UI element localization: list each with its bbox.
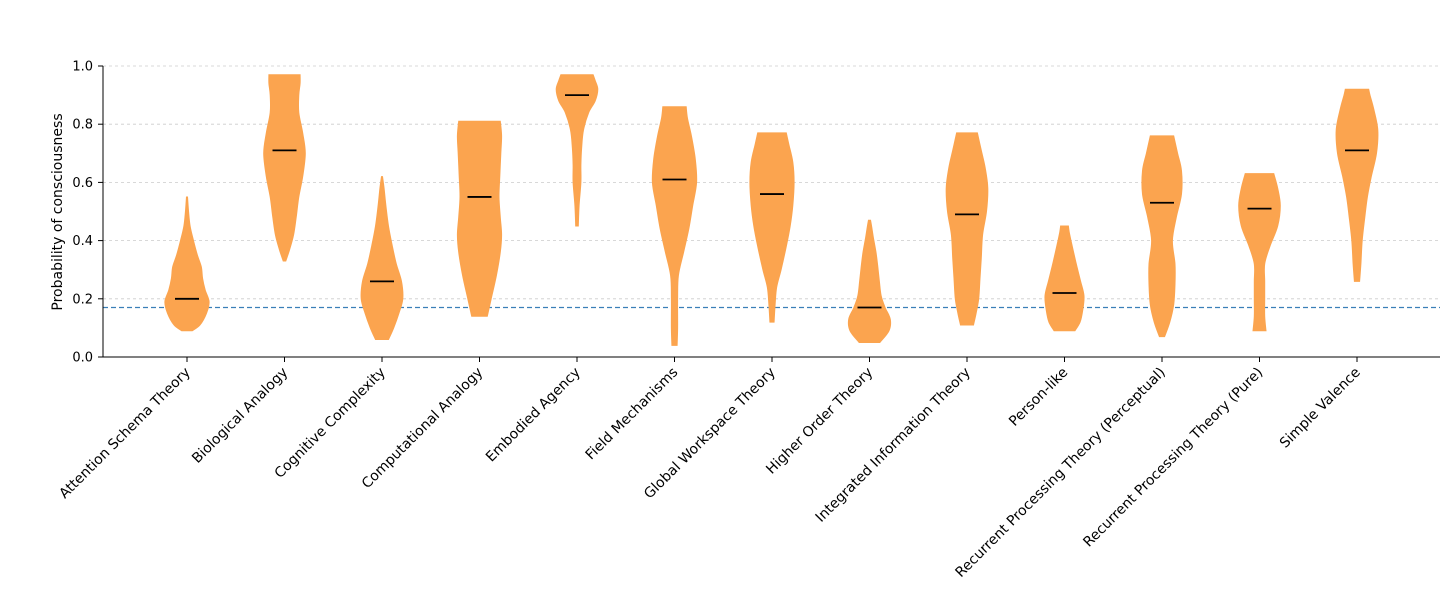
x-tick-label: Field Mechanisms [583, 365, 682, 464]
y-axis-title: Probability of consciousness [50, 113, 66, 310]
violin-body [1044, 225, 1085, 332]
y-tick-label: 0.6 [72, 176, 93, 191]
y-tick-layer: 0.0 0.2 0.4 0.6 0.8 1.0 [72, 60, 103, 366]
y-tick-label: 0.2 [72, 292, 93, 307]
violin-body [360, 176, 404, 341]
y-tick-label: 0.4 [72, 234, 93, 249]
x-tick-label: Recurrent Processing Theory (Pure) [1080, 365, 1266, 551]
x-tick-label: Recurrent Processing Theory (Perceptual) [952, 365, 1168, 581]
violin-layer [164, 74, 1379, 346]
violin-body [164, 196, 210, 332]
y-tick-label: 0.0 [72, 351, 93, 366]
x-tick-label: Integrated Information Theory [813, 365, 974, 526]
x-tick-label: Biological Analogy [189, 365, 291, 467]
violin-body [263, 74, 306, 262]
violin-body [847, 219, 892, 343]
violin-body [456, 120, 503, 317]
x-tick-label: Higher Order Theory [763, 365, 876, 478]
x-tick-label: Cognitive Complexity [272, 365, 389, 482]
x-tick-label: Attention Schema Theory [56, 365, 193, 502]
violin-body [1335, 88, 1379, 282]
x-tick-label: Person-like [1006, 365, 1071, 430]
y-tick-label: 1.0 [72, 60, 93, 75]
x-tick-label: Simple Valence [1277, 365, 1364, 452]
y-tick-label: 0.8 [72, 118, 93, 133]
x-tick-label: Embodied Agency [483, 365, 584, 466]
violin-body [555, 74, 599, 227]
violin-body [1141, 135, 1183, 338]
violin-body [945, 132, 989, 326]
violin-body [749, 132, 795, 323]
violin-body [1238, 173, 1281, 332]
violin-body [651, 106, 698, 346]
